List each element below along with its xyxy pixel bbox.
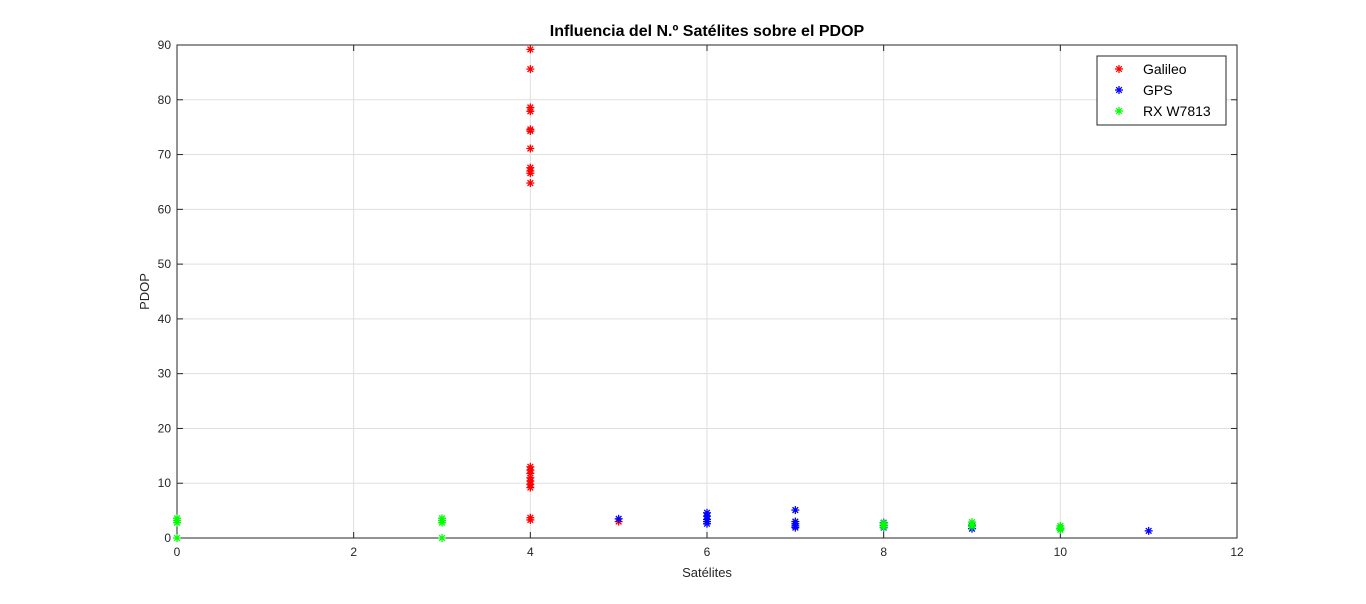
data-point [526, 45, 535, 54]
data-point [526, 107, 535, 116]
y-tick-label: 80 [158, 93, 172, 107]
y-tick-label: 40 [158, 312, 172, 326]
series-rx-w7813 [173, 514, 1065, 542]
legend-entry: GPS [1143, 82, 1173, 98]
legend-marker [1115, 107, 1123, 115]
data-points [173, 45, 1153, 542]
y-tick-label: 70 [158, 148, 172, 162]
data-point [173, 518, 181, 527]
data-point [526, 179, 535, 188]
x-tick-label: 4 [527, 545, 534, 559]
x-tick-label: 6 [704, 545, 711, 559]
legend-entry: RX W7813 [1143, 103, 1211, 119]
y-tick-label: 30 [158, 367, 172, 381]
data-point [1144, 526, 1153, 535]
y-tick-label: 60 [158, 202, 172, 216]
data-point [879, 523, 888, 532]
y-axis-label: PDOP [137, 273, 152, 310]
x-tick-label: 0 [174, 545, 181, 559]
y-tick-label: 90 [158, 38, 172, 52]
data-point [791, 506, 800, 515]
y-tick-labels: 0 10 20 30 40 50 60 70 80 90 [158, 38, 172, 545]
x-axis-label: Satélites [682, 565, 732, 580]
data-point [438, 518, 446, 527]
y-tick-label: 20 [158, 421, 172, 435]
legend-marker [1115, 86, 1123, 94]
data-point [1056, 525, 1065, 534]
data-point [968, 522, 976, 531]
chart-title: Influencia del N.º Satélites sobre el PD… [550, 23, 865, 40]
data-point [791, 523, 800, 532]
data-point [526, 127, 535, 136]
y-tick-label: 10 [158, 476, 172, 490]
axis-ticks [176, 44, 1238, 539]
data-point [526, 515, 535, 524]
x-tick-label: 10 [1054, 545, 1068, 559]
x-tick-label: 2 [350, 545, 357, 559]
data-point [614, 514, 623, 523]
data-point [173, 534, 181, 542]
data-point [438, 534, 446, 542]
x-tick-label: 12 [1230, 545, 1244, 559]
data-point [526, 483, 535, 492]
x-tick-label: 8 [880, 545, 887, 559]
y-tick-label: 0 [164, 531, 171, 545]
legend: Galileo GPS RX W7813 [1096, 55, 1227, 126]
y-tick-label: 50 [158, 257, 172, 271]
legend-entry: Galileo [1143, 61, 1187, 77]
x-tick-labels: 0 2 4 6 8 10 12 [174, 545, 1244, 559]
data-point [526, 169, 535, 178]
legend-marker [1115, 65, 1123, 73]
data-point [703, 519, 711, 528]
data-point [526, 144, 535, 153]
data-point [526, 65, 535, 74]
